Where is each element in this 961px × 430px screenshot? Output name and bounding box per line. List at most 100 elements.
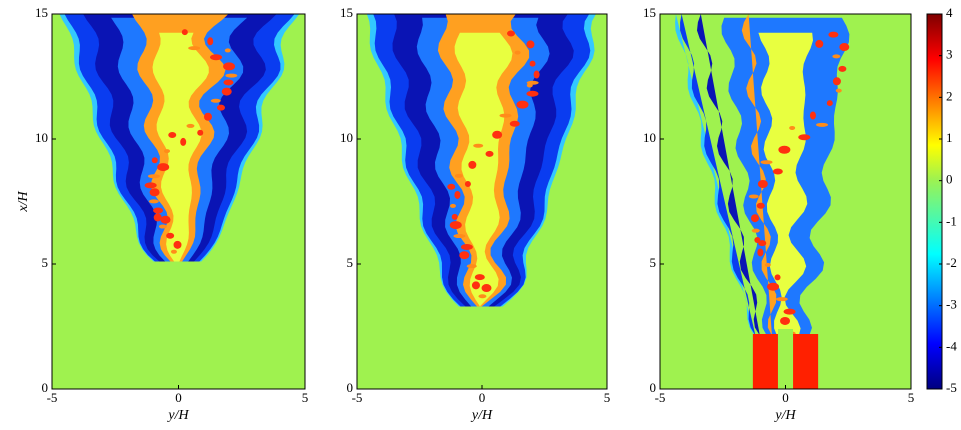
field-region — [741, 14, 777, 336]
colorbar-tick-label: -1 — [946, 213, 957, 228]
field-blob — [168, 132, 177, 139]
field-region — [758, 32, 813, 345]
y-tick-label: 0 — [42, 380, 49, 395]
field-blob — [751, 228, 760, 233]
field-blob — [151, 157, 158, 164]
field-blob — [815, 39, 824, 48]
field-blob — [144, 182, 157, 189]
field-blob — [832, 54, 841, 59]
field-blob — [147, 174, 160, 179]
field-blob — [166, 232, 175, 239]
field-blob — [529, 60, 536, 67]
field-blob — [186, 123, 195, 128]
y-tick-label: 5 — [650, 255, 657, 270]
x-axis-label: y/H — [773, 408, 796, 423]
field-blob — [481, 284, 492, 293]
field-region — [680, 14, 756, 336]
x-tick-label: -5 — [352, 390, 363, 405]
colorbar-tick-label: -5 — [946, 380, 957, 395]
field-blob — [225, 73, 238, 78]
field-blob — [223, 79, 234, 86]
y-tick-label: 15 — [643, 5, 656, 20]
field-blob — [170, 249, 177, 254]
field-blob — [775, 297, 788, 302]
x-axis-label: y/H — [470, 408, 493, 423]
field-blob — [173, 240, 182, 249]
colorbar-tick-label: 2 — [946, 88, 953, 103]
colorbar-tick-label: 3 — [946, 47, 953, 62]
field-blob — [468, 160, 477, 169]
y-tick-label: 10 — [35, 130, 48, 145]
field-blob — [778, 145, 791, 154]
field-blob — [223, 62, 236, 71]
field-blob — [203, 112, 212, 121]
field-blob — [514, 50, 521, 55]
field-blob — [473, 143, 484, 148]
field-blob — [459, 251, 470, 260]
field-blob — [816, 122, 829, 127]
y-tick-label: 0 — [650, 380, 657, 395]
field-blob — [453, 234, 466, 239]
field-blob — [454, 190, 461, 199]
colorbar-tick-label: 0 — [946, 172, 953, 187]
field-blob — [221, 87, 232, 96]
y-tick-label: 10 — [340, 130, 353, 145]
colorbar-tick-label: -2 — [946, 255, 957, 270]
field-blob — [181, 29, 188, 36]
field-region — [752, 334, 778, 389]
field-blob — [447, 183, 456, 190]
field-blob — [464, 181, 471, 188]
field-blob — [798, 134, 811, 141]
x-tick-label: -5 — [47, 390, 58, 405]
field-blob — [478, 294, 487, 299]
field-blob — [460, 243, 473, 250]
colorbar-tick-label: -4 — [946, 338, 957, 353]
y-tick-label: 15 — [340, 5, 353, 20]
field-blob — [449, 203, 456, 208]
field-blob — [839, 43, 850, 52]
field-region — [454, 32, 513, 307]
x-tick-label: 5 — [302, 390, 309, 405]
field-blob — [180, 137, 187, 146]
field-blob — [188, 46, 201, 51]
field-blob — [774, 274, 781, 281]
y-tick-label: 0 — [347, 380, 354, 395]
field-blob — [216, 104, 225, 111]
field-blob — [828, 31, 839, 38]
field-blob — [158, 224, 167, 229]
field-blob — [157, 163, 170, 172]
field-blob — [224, 48, 231, 53]
field-region — [152, 32, 209, 262]
field-blob — [754, 237, 761, 244]
field-blob — [153, 213, 162, 222]
field-blob — [492, 130, 503, 139]
field-blob — [783, 308, 796, 315]
colorbar-tick-label: 1 — [946, 130, 953, 145]
field-region — [697, 14, 760, 336]
field-blob — [757, 248, 764, 257]
field-blob — [767, 282, 780, 291]
field-blob — [758, 240, 767, 247]
field-blob — [207, 37, 214, 46]
colorbar — [926, 13, 943, 390]
field-blob — [826, 100, 833, 107]
field-blob — [756, 202, 765, 209]
x-tick-label: 0 — [782, 390, 789, 405]
field-blob — [832, 77, 841, 86]
field-blob — [533, 70, 540, 79]
field-blob — [499, 113, 512, 118]
field-blob — [526, 90, 539, 97]
field-blob — [449, 221, 462, 230]
x-tick-label: 5 — [604, 390, 611, 405]
field-blob — [809, 111, 816, 120]
field-region — [793, 334, 819, 389]
y-tick-label: 15 — [35, 5, 48, 20]
x-tick-label: 0 — [479, 390, 486, 405]
field-blob — [838, 65, 847, 72]
field-blob — [760, 160, 773, 165]
field-blob — [160, 215, 171, 224]
